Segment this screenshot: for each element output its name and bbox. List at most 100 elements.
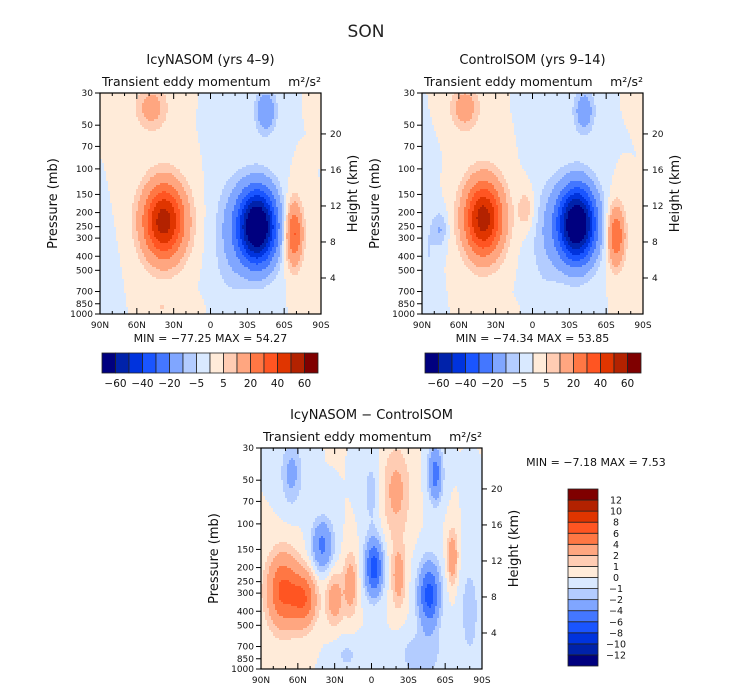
y-right-tick-label: 4 — [652, 274, 658, 284]
colorbar-box — [600, 352, 615, 374]
colorbar-label: −20 — [158, 378, 180, 390]
panel-units: m²/s² — [449, 429, 482, 444]
y-tick-label: 300 — [398, 234, 415, 244]
y-tick-label: 850 — [76, 300, 93, 310]
x-tick-label: 60N — [128, 321, 146, 331]
min-max-stats: MIN = −77.25 MAX = 54.27 — [134, 332, 288, 345]
colorbar-label: −2 — [609, 595, 623, 606]
colorbar-label: −40 — [131, 378, 153, 390]
y-right-tick-label: 12 — [652, 202, 663, 212]
figure-title: SON — [348, 22, 385, 42]
contour-field — [100, 93, 321, 314]
colorbar-box — [613, 352, 628, 374]
y-tick-label: 30 — [243, 444, 255, 454]
y-tick-label: 400 — [76, 252, 93, 262]
y-tick-label: 500 — [237, 621, 254, 631]
y-tick-label: 100 — [398, 165, 415, 175]
y-right-tick-label: 20 — [491, 485, 503, 495]
colorbar-box — [586, 352, 601, 374]
x-tick-label: 60S — [598, 321, 615, 331]
y-tick-label: 70 — [404, 142, 416, 152]
x-tick-label: 30N — [487, 321, 505, 331]
panel-units: m²/s² — [288, 74, 321, 89]
y-tick-label: 150 — [237, 545, 254, 555]
colorbar-label: −10 — [606, 639, 626, 650]
y-tick-label: 850 — [398, 300, 415, 310]
y-tick-label: 1000 — [392, 310, 415, 320]
colorbar-box — [209, 352, 224, 374]
y-tick-label: 100 — [237, 520, 254, 530]
colorbar: −60 −40 −20 −5 5 20 40 60 — [101, 352, 319, 390]
y-tick-label: 400 — [398, 252, 415, 262]
y-right-tick-label: 16 — [330, 166, 342, 176]
colorbar-label: 60 — [298, 378, 311, 390]
colorbar-box — [263, 352, 278, 374]
colorbar-box — [567, 632, 599, 645]
colorbar-box — [142, 352, 157, 374]
y-tick-label: 50 — [243, 476, 255, 486]
colorbar-box — [236, 352, 251, 374]
y-tick-label: 250 — [76, 223, 93, 233]
colorbar-box — [451, 352, 466, 374]
colorbar-label: 0 — [613, 573, 619, 584]
y-axis-label: Pressure (mb) — [207, 513, 222, 604]
colorbar-label: 5 — [543, 378, 550, 390]
colorbar-box — [128, 352, 143, 374]
y-tick-label: 1000 — [231, 665, 254, 675]
y-right-axis-label: Height (km) — [507, 510, 522, 587]
colorbar-box — [250, 352, 265, 374]
colorbar-label: 10 — [610, 507, 622, 518]
colorbar-box — [505, 352, 520, 374]
colorbar: −60 −40 −20 −5 5 20 40 60 — [424, 352, 642, 390]
colorbar-box — [169, 352, 184, 374]
y-tick-label: 300 — [237, 589, 254, 599]
colorbar-label: 8 — [613, 518, 619, 529]
panel-control: ControlSOM (yrs 9–14) Transient eddy mome… — [368, 53, 683, 390]
y-right-tick-label: 8 — [330, 238, 336, 248]
x-tick-label: 60S — [276, 321, 293, 331]
y-tick-label: 250 — [237, 578, 254, 588]
contour-field — [422, 93, 643, 314]
y-tick-label: 150 — [398, 190, 415, 200]
colorbar-box — [438, 352, 453, 374]
y-tick-label: 500 — [398, 266, 415, 276]
y-tick-label: 200 — [237, 564, 254, 574]
y-right-tick-label: 4 — [491, 629, 497, 639]
x-tick-label: 0 — [530, 321, 536, 331]
colorbar-label: 1 — [613, 562, 619, 573]
y-tick-label: 70 — [82, 142, 94, 152]
colorbar-box — [290, 352, 305, 374]
panel-icy: IcyNASOM (yrs 4–9) Transient eddy momentu… — [46, 53, 361, 390]
y-right-tick-label: 16 — [652, 166, 664, 176]
colorbar-box — [223, 352, 238, 374]
y-tick-label: 100 — [76, 165, 93, 175]
y-tick-label: 700 — [237, 643, 254, 653]
y-tick-label: 200 — [398, 209, 415, 219]
colorbar-label: 20 — [567, 378, 580, 390]
y-tick-label: 250 — [398, 223, 415, 233]
contour-field — [261, 448, 482, 669]
y-right-axis-label: Height (km) — [346, 155, 361, 232]
colorbar-box — [567, 610, 599, 623]
y-axis-label: Pressure (mb) — [46, 158, 61, 249]
y-right-tick-label: 16 — [491, 521, 503, 531]
colorbar-label: 6 — [613, 529, 619, 540]
colorbar-label: 40 — [594, 378, 607, 390]
colorbar-label: 5 — [220, 378, 227, 390]
colorbar-label: 40 — [271, 378, 284, 390]
colorbar-label: −1 — [609, 584, 623, 595]
x-tick-label: 90N — [252, 676, 270, 686]
y-tick-label: 500 — [76, 266, 93, 276]
colorbar-box — [567, 532, 599, 545]
y-tick-label: 50 — [82, 121, 94, 131]
panel-diff: IcyNASOM − ControlSOM Transient eddy mome… — [207, 408, 666, 686]
y-right-axis-label: Height (km) — [668, 155, 683, 232]
colorbar-label: −20 — [481, 378, 503, 390]
colorbar-box — [546, 352, 561, 374]
y-tick-label: 400 — [237, 607, 254, 617]
colorbar-box — [567, 643, 599, 656]
colorbar-box — [567, 510, 599, 523]
colorbar-box — [567, 543, 599, 556]
y-right-tick-label: 8 — [652, 238, 658, 248]
